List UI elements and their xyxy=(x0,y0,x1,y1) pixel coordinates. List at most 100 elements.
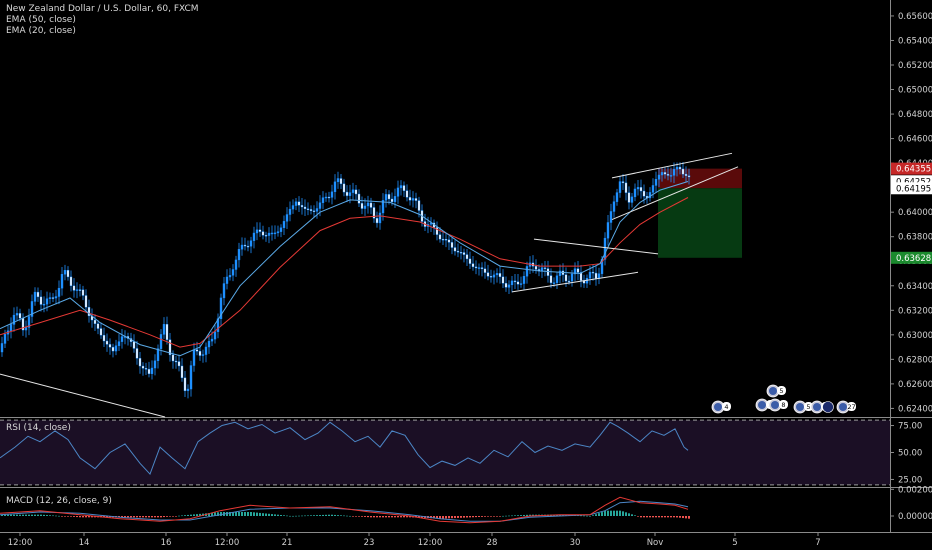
macd-histogram-bar xyxy=(70,516,72,517)
candle-body xyxy=(438,234,442,240)
upper-channel-line xyxy=(611,152,733,179)
macd-histogram-bar xyxy=(628,513,630,516)
candle-body xyxy=(33,291,37,302)
candle-body xyxy=(93,319,97,324)
candle-body xyxy=(267,232,271,236)
candle-body xyxy=(636,187,640,190)
macd-histogram-bar xyxy=(217,512,219,516)
macd-histogram-bar xyxy=(409,516,411,518)
macd-histogram-bar xyxy=(346,515,348,517)
macd-histogram-bar xyxy=(142,516,144,518)
time-tick-label: 12:00 xyxy=(8,538,33,548)
candle-body xyxy=(237,249,241,261)
candle-body xyxy=(555,275,559,283)
price-label-bg xyxy=(891,251,932,264)
candle-body xyxy=(462,252,466,255)
macd-histogram-bar xyxy=(367,516,369,518)
candle-body xyxy=(348,192,352,196)
macd-histogram-bar xyxy=(319,515,321,516)
candle-body xyxy=(324,196,328,199)
candle-body xyxy=(195,349,199,352)
candle-body xyxy=(333,181,337,193)
macd-histogram-bar xyxy=(49,515,51,516)
macd-histogram-bar xyxy=(475,516,477,518)
macd-histogram-bar xyxy=(229,512,231,516)
macd-histogram-bar xyxy=(397,516,399,518)
candle-body xyxy=(291,205,295,210)
event-count: 5 xyxy=(779,387,783,395)
candle-body xyxy=(543,267,547,269)
macd-histogram-bar xyxy=(421,516,423,518)
candle-body xyxy=(390,198,394,203)
candle-body xyxy=(219,297,223,319)
price-tick-label: 0.63800 xyxy=(898,233,932,243)
candle-body xyxy=(414,198,418,201)
candle-body xyxy=(666,173,670,176)
candle-body xyxy=(57,287,61,297)
event-count-badge xyxy=(777,386,786,395)
candle-body xyxy=(81,289,85,296)
flag-icon xyxy=(796,403,804,411)
macd-tick-label: 0.00200 xyxy=(898,485,932,495)
candle-body xyxy=(186,388,190,392)
macd-histogram-bar xyxy=(322,514,324,516)
candle-body xyxy=(120,336,124,342)
candle-body xyxy=(519,283,523,285)
macd-histogram-bar xyxy=(244,512,246,516)
macd-histogram-bar xyxy=(667,516,669,518)
candle-body xyxy=(450,242,454,248)
candle-body xyxy=(366,202,370,207)
macd-histogram-bar xyxy=(442,516,444,519)
candle-body xyxy=(240,244,244,250)
rsi-tick-label: 75.00 xyxy=(898,422,922,432)
macd-histogram-bar xyxy=(289,515,291,517)
candle-body xyxy=(360,203,364,209)
candle-body xyxy=(396,187,400,197)
macd-histogram-bar xyxy=(124,516,126,518)
macd-histogram-bar xyxy=(496,516,498,517)
candle-body xyxy=(609,211,613,223)
macd-histogram-bar xyxy=(652,516,654,518)
candle-body xyxy=(654,179,658,186)
candles xyxy=(0,162,691,399)
macd-histogram-bar xyxy=(526,514,528,516)
candle-body xyxy=(435,227,439,235)
candle-body xyxy=(135,348,139,359)
macd-histogram-bar xyxy=(208,513,210,516)
candle-body xyxy=(639,187,643,192)
macd-histogram-bar xyxy=(55,515,57,517)
candle-body xyxy=(603,237,607,260)
macd-histogram-bar xyxy=(76,516,78,518)
event-count: 8 xyxy=(781,401,785,409)
candle-body xyxy=(201,354,205,356)
macd-histogram-bar xyxy=(301,515,303,517)
candle-body xyxy=(486,272,490,277)
macd-histogram-bar xyxy=(295,515,297,517)
macd-histogram-bar xyxy=(61,516,63,517)
price-label-bg xyxy=(891,182,932,195)
macd-histogram-bar xyxy=(10,514,12,516)
macd-histogram-bar xyxy=(31,514,33,516)
macd-histogram-bar xyxy=(604,511,606,516)
candle-body xyxy=(252,232,256,241)
macd-histogram-bar xyxy=(19,514,21,516)
event-count-badge xyxy=(722,402,731,411)
macd-histogram-bar xyxy=(481,516,483,517)
candle-body xyxy=(507,284,511,288)
candle-body xyxy=(477,267,481,269)
rsi-legend: RSI (14, close) xyxy=(6,423,71,433)
candle-body xyxy=(513,280,517,283)
flag-icon xyxy=(714,403,722,411)
macd-histogram-bar xyxy=(28,514,30,516)
macd-histogram-bar xyxy=(577,515,579,517)
ema20-legend: EMA (20, close) xyxy=(6,26,76,36)
time-tick-label: 5 xyxy=(732,538,737,548)
macd-histogram-bar xyxy=(673,516,675,518)
candle-body xyxy=(573,268,577,275)
candle-body xyxy=(330,191,334,198)
macd-histogram-bar xyxy=(13,514,15,516)
price-tick-label: 0.62600 xyxy=(898,380,932,390)
ema50-legend: EMA (50, close) xyxy=(6,15,76,25)
candle-body xyxy=(45,298,49,305)
